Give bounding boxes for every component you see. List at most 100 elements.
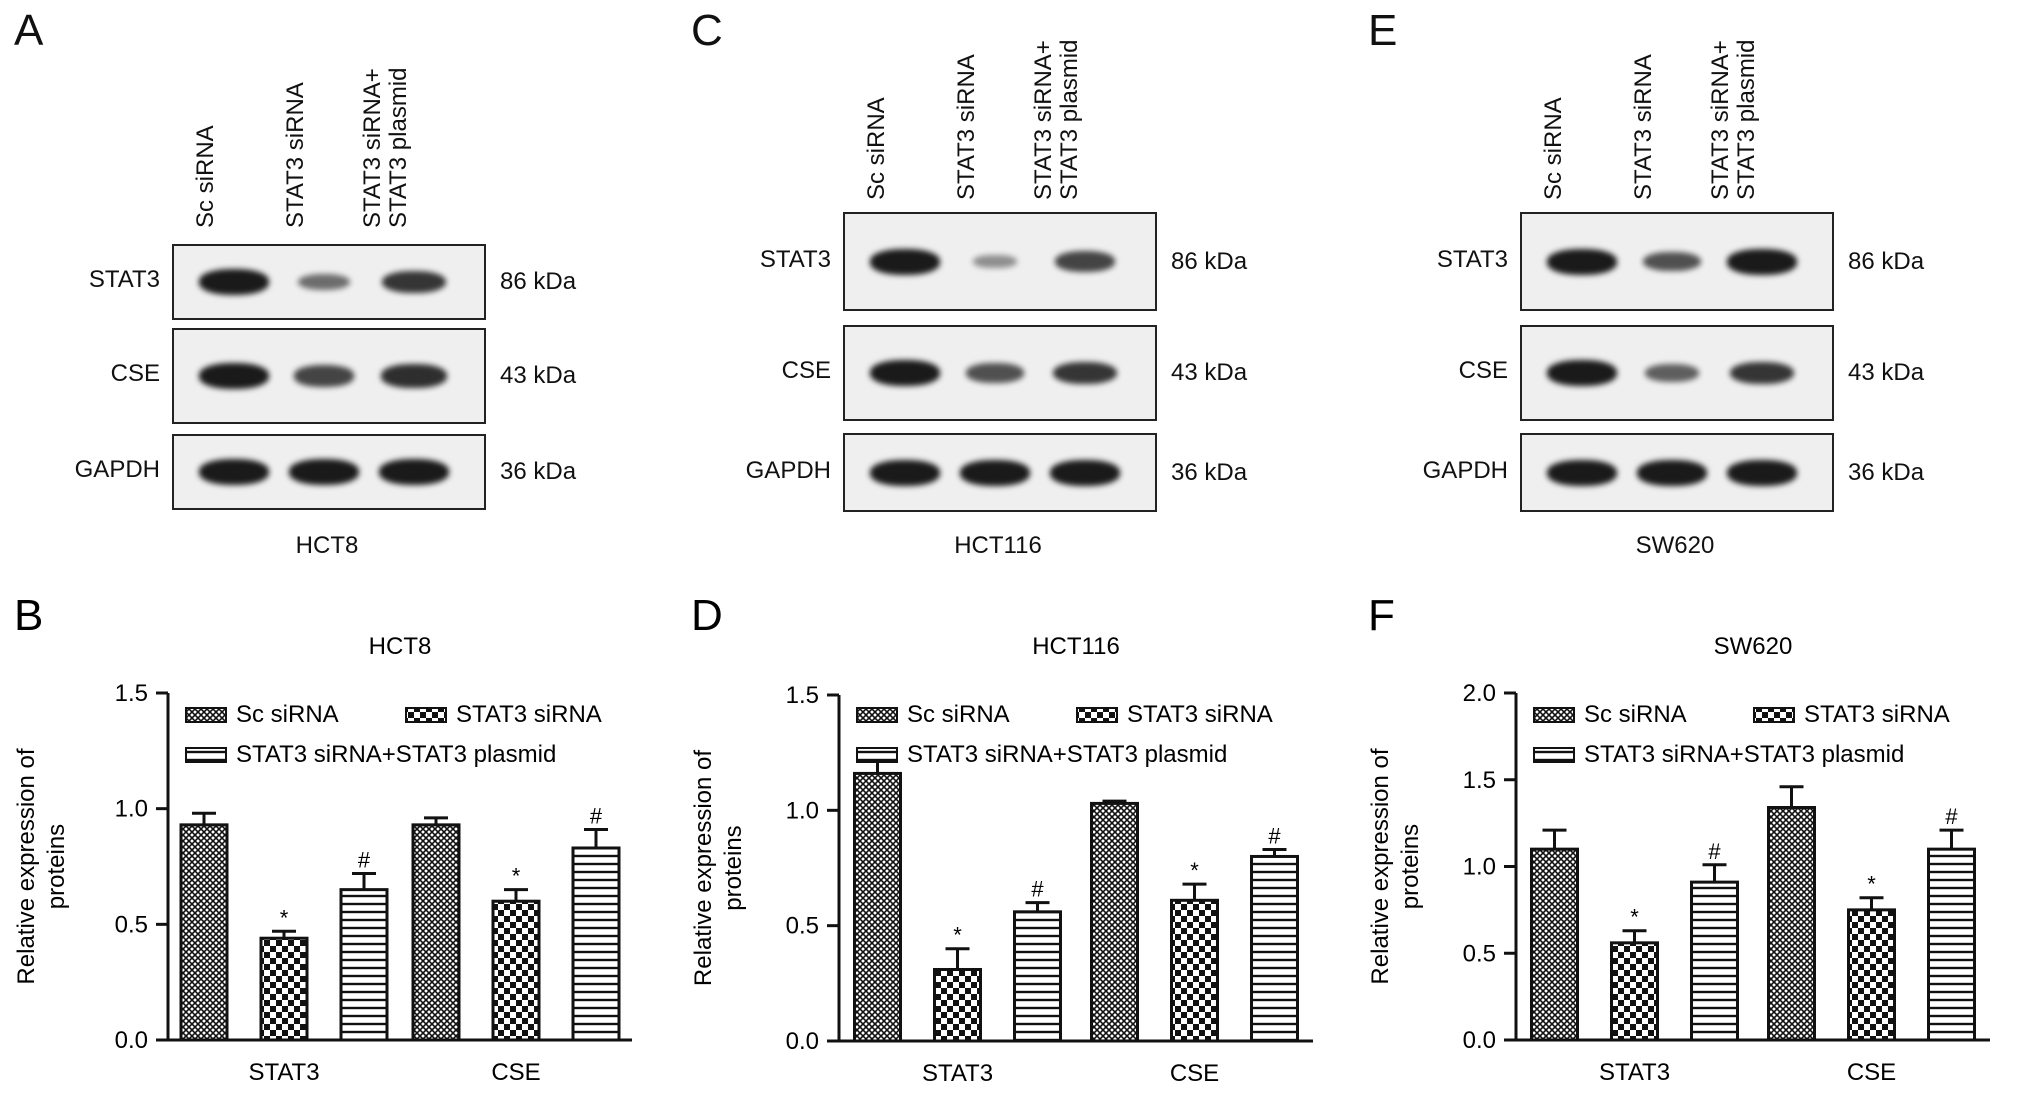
bar-chart: F SW620 Relative expression of proteins 0.0 0…: [1367, 591, 1990, 1086]
bar: [1690, 880, 1739, 1042]
y-axis-label: Relative expression of: [1367, 748, 1394, 984]
legend-swatch: [185, 747, 227, 763]
protein-band: [1054, 250, 1116, 273]
lane-label: STAT3 siRNA+: [359, 68, 386, 228]
y-axis-label: proteins: [1397, 824, 1424, 909]
protein-band: [293, 365, 355, 387]
protein-band: [960, 459, 1030, 486]
significance-mark: #: [1268, 824, 1281, 849]
molecular-weight-label: 36 kDa: [1171, 458, 1248, 486]
protein-band: [199, 269, 269, 295]
protein-band: [1727, 459, 1797, 486]
lane-label: STAT3 siRNA: [953, 54, 980, 200]
y-tick-label: 0.5: [1463, 940, 1496, 967]
row-label: CSE: [1458, 357, 1508, 384]
y-axis-label: proteins: [43, 824, 70, 909]
row-label: CSE: [781, 357, 831, 384]
protein-band: [1644, 363, 1700, 383]
significance-mark: *: [1190, 858, 1199, 883]
legend-swatch: [1533, 707, 1575, 723]
bar: [411, 823, 461, 1042]
protein-band: [298, 273, 350, 291]
protein-band: [382, 270, 446, 294]
western-blot-panel: A Sc siRNA STAT3 siRNA STAT3 siRNA+ STAT3 pl…: [0, 0, 677, 580]
significance-mark: *: [1867, 872, 1876, 897]
legend-swatch: [1753, 707, 1795, 723]
panel-column-hct8: A Sc siRNA STAT3 siRNA STAT3 siRNA+ STAT3 pl…: [0, 0, 677, 1099]
lane-label: STAT3 siRNA+: [1030, 40, 1057, 200]
protein-band: [1053, 361, 1117, 385]
protein-band: [199, 363, 269, 389]
western-blot-panel: E Sc siRNA STAT3 siRNA STAT3 siRNA+ STAT3 pl…: [1354, 0, 2031, 580]
lane-label: Sc siRNA: [1540, 97, 1567, 200]
panel-column-sw620: E Sc siRNA STAT3 siRNA STAT3 siRNA+ STAT3 pl…: [1354, 0, 2031, 1099]
x-tick-label: CSE: [491, 1059, 540, 1086]
legend-swatch: [1076, 707, 1118, 723]
legend-label: STAT3 siRNA: [456, 701, 602, 728]
bar: [933, 967, 982, 1043]
molecular-weight-label: 36 kDa: [500, 458, 577, 485]
significance-mark: *: [1630, 905, 1639, 930]
y-tick-label: 0.0: [1463, 1027, 1496, 1054]
protein-band: [1643, 251, 1701, 272]
significance-mark: #: [358, 847, 371, 872]
significance-mark: #: [1031, 877, 1044, 902]
y-tick-label: 1.0: [786, 797, 819, 824]
lane-label: STAT3 plasmid: [1733, 39, 1760, 201]
bar: [1530, 847, 1579, 1042]
protein-band: [870, 459, 940, 486]
bar: [179, 823, 229, 1042]
legend-label: STAT3 siRNA+STAT3 plasmid: [1584, 741, 1904, 768]
panel-letter: D: [691, 591, 723, 640]
significance-mark: #: [590, 803, 603, 828]
blot-row-stat3: [1520, 212, 1834, 311]
row-label: STAT3: [88, 266, 160, 293]
molecular-weight-label: 36 kDa: [1848, 458, 1925, 486]
protein-band: [1730, 361, 1794, 385]
bar: [1250, 854, 1299, 1043]
x-tick-label: STAT3: [922, 1060, 993, 1087]
chart-title: SW620: [1714, 633, 1793, 660]
bar: [1610, 941, 1659, 1042]
y-axis-label: proteins: [720, 825, 747, 910]
blot-row-cse: [843, 325, 1157, 421]
cell-line-label: HCT8: [295, 532, 359, 559]
molecular-weight-label: 86 kDa: [500, 268, 577, 295]
bar: [1767, 806, 1816, 1042]
legend-swatch: [856, 707, 898, 723]
western-blot-panel: C Sc siRNA STAT3 siRNA STAT3 siRNA+ STAT3 pl…: [677, 0, 1354, 580]
y-tick-label: 0.5: [115, 911, 148, 938]
protein-band: [1547, 459, 1617, 486]
protein-band: [973, 255, 1017, 268]
y-tick-label: 1.5: [786, 682, 819, 709]
bar: [259, 936, 309, 1042]
bar: [1090, 801, 1139, 1043]
panel-letter: E: [1368, 6, 1398, 55]
x-tick-label: STAT3: [1599, 1059, 1670, 1086]
molecular-weight-label: 86 kDa: [1171, 247, 1248, 275]
bar-chart: D HCT116 Relative expression of proteins 0.0…: [690, 591, 1313, 1087]
protein-band: [199, 459, 269, 485]
chart-title: HCT116: [1032, 633, 1120, 660]
significance-mark: #: [1708, 839, 1721, 864]
row-label: GAPDH: [74, 456, 160, 483]
legend-label: STAT3 siRNA+STAT3 plasmid: [236, 741, 556, 768]
cell-line-label: HCT116: [954, 532, 1042, 559]
cell-line-label: SW620: [1635, 532, 1715, 559]
legend-label: Sc siRNA: [907, 701, 1010, 728]
panel-letter: F: [1368, 591, 1395, 640]
y-tick-label: 0.5: [786, 913, 819, 940]
legend-swatch: [185, 707, 227, 723]
significance-mark: *: [280, 905, 289, 930]
lane-label: STAT3 siRNA+: [1707, 40, 1734, 200]
lane-label: STAT3 plasmid: [1056, 39, 1083, 201]
row-label: STAT3: [1436, 245, 1508, 273]
bar: [1847, 908, 1896, 1042]
y-tick-label: 1.5: [1463, 767, 1496, 794]
legend-swatch: [405, 707, 447, 723]
protein-band: [1050, 459, 1120, 486]
legend-label: STAT3 siRNA+STAT3 plasmid: [907, 741, 1227, 768]
legend-label: STAT3 siRNA: [1804, 701, 1950, 728]
blot-row-cse: [172, 328, 486, 424]
protein-band: [966, 363, 1024, 383]
